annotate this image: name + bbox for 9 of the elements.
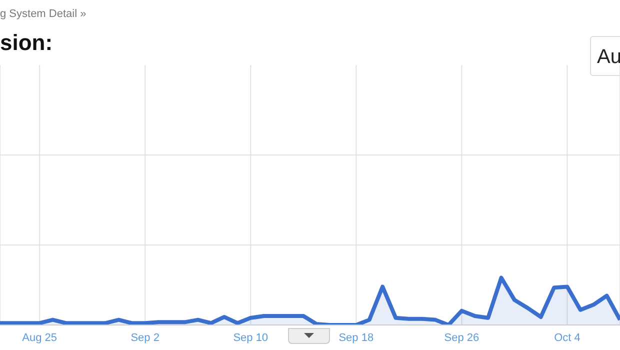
- x-tick-label: Sep 26: [444, 332, 480, 344]
- text: g System Detail »: [0, 8, 86, 20]
- x-tick-label: Sep 18: [338, 332, 374, 344]
- x-tick-label: Sep 10: [233, 332, 268, 344]
- x-tick-label: Aug 25: [22, 332, 58, 344]
- text: Au: [590, 36, 620, 76]
- x-tick-label: Sep 2: [130, 332, 160, 344]
- x-tick-label: Oct 4: [554, 332, 580, 344]
- chart-title: sion:: [0, 30, 53, 56]
